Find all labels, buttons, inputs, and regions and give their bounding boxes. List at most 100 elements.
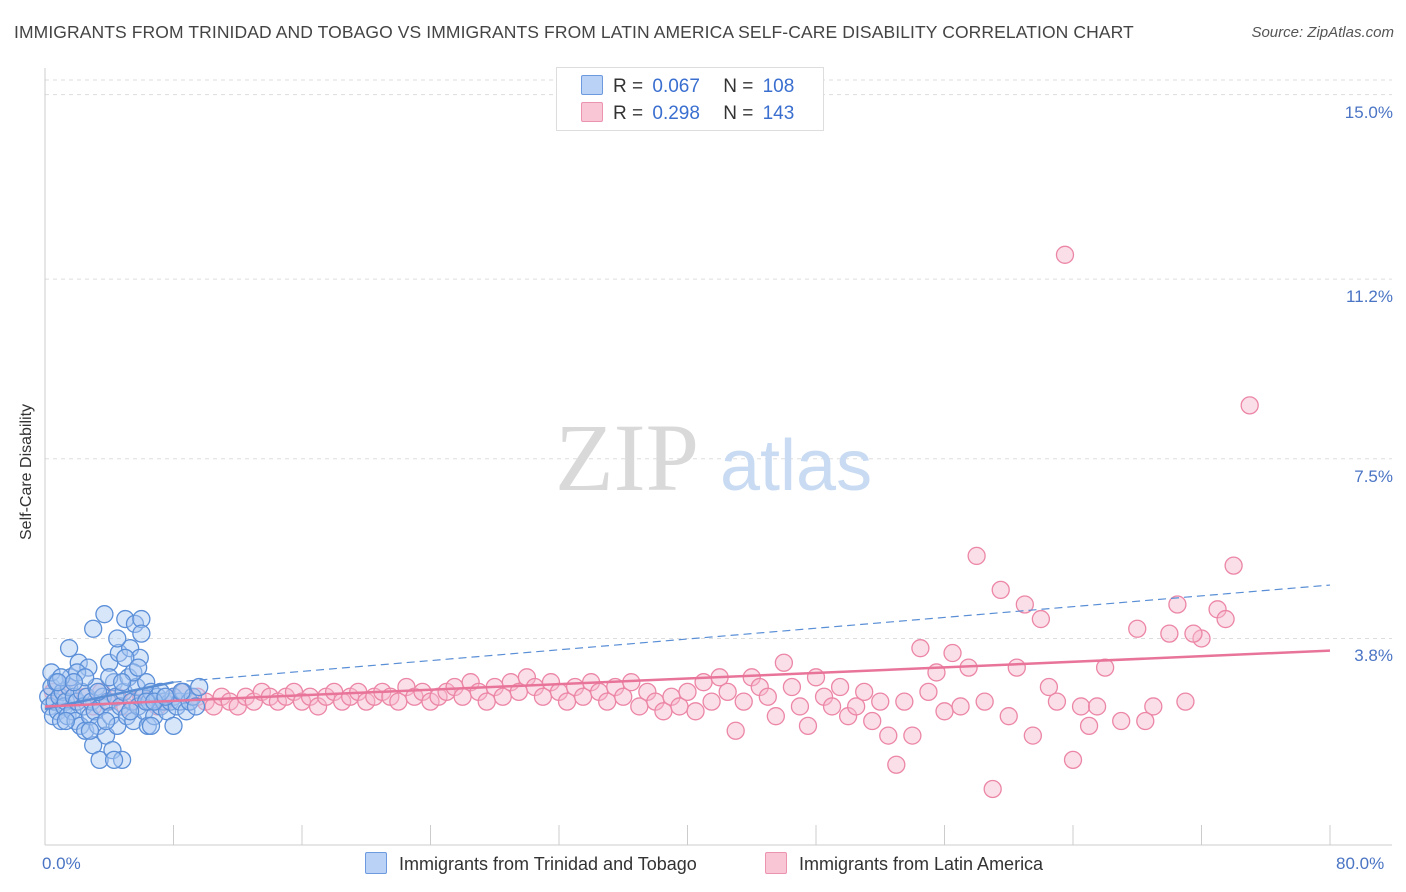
pink-point — [1112, 711, 1131, 731]
pink-point — [1039, 677, 1059, 697]
legend-pink-n-value: 143 — [762, 103, 795, 124]
chart-title: IMMIGRANTS FROM TRINIDAD AND TOBAGO VS I… — [14, 22, 1134, 42]
blue-point — [186, 697, 206, 716]
blue-point — [116, 648, 135, 668]
pink-trend-line — [44, 649, 1331, 708]
bottom-legend-pink-label: Immigrants from Latin America — [799, 854, 1044, 874]
pink-point — [758, 687, 777, 706]
bottom-legend-pink: Immigrants from Latin America — [765, 852, 1043, 875]
y-tick-label: 15.0% — [1344, 102, 1393, 122]
blue-point — [104, 750, 124, 770]
pink-point — [1007, 658, 1026, 677]
blue-point — [95, 605, 114, 624]
blue-point — [76, 668, 95, 687]
pink-point — [806, 668, 826, 687]
legend-blue-n-label: N = — [723, 76, 754, 97]
pink-point — [782, 677, 802, 697]
pink-point — [1160, 624, 1179, 643]
bottom-legend-swatch-pink — [765, 852, 787, 874]
pink-point — [1031, 609, 1051, 629]
blue-point — [141, 716, 161, 736]
pink-point — [702, 692, 721, 711]
source-label: Source: ZipAtlas.com — [1251, 24, 1394, 41]
pink-point — [1176, 692, 1195, 711]
legend-pink-r-value: 0.298 — [652, 103, 700, 124]
pink-point — [774, 653, 794, 672]
watermark-zip: ZIP — [555, 404, 699, 511]
pink-point — [1128, 619, 1147, 638]
legend-row-pink: R = 0.298 N = 143 — [581, 102, 794, 126]
blue-point — [190, 677, 209, 697]
blue-point — [90, 750, 109, 770]
blue-point — [116, 609, 135, 629]
blue-point — [120, 702, 140, 721]
blue-point — [79, 658, 98, 677]
pink-point — [694, 673, 713, 692]
pink-point — [1095, 658, 1115, 677]
pink-point — [1047, 692, 1067, 711]
pink-point — [855, 682, 874, 702]
pink-point — [798, 716, 818, 736]
pink-point — [983, 779, 1002, 799]
legend-swatch-pink — [581, 102, 603, 122]
pink-point — [895, 692, 914, 711]
pink-point — [734, 692, 753, 711]
pink-point — [919, 682, 938, 702]
pink-point — [975, 692, 994, 711]
pink-point — [991, 580, 1010, 600]
pink-point — [1063, 750, 1083, 770]
bottom-legend-blue-label: Immigrants from Trinidad and Tobago — [399, 854, 697, 874]
pink-point — [951, 697, 970, 716]
blue-trend-extension — [173, 584, 1331, 683]
pink-point — [1015, 595, 1034, 614]
y-tick-label: 7.5% — [1354, 466, 1393, 486]
pink-point — [943, 643, 962, 663]
pink-point — [830, 677, 850, 697]
pink-point — [1240, 396, 1259, 415]
pink-point — [614, 687, 633, 706]
pink-point — [999, 707, 1018, 726]
pink-point — [1184, 624, 1203, 643]
y-tick-label: 11.2% — [1346, 287, 1393, 307]
pink-point — [911, 639, 930, 658]
gridlines — [45, 79, 1392, 639]
blue-point — [132, 624, 151, 643]
legend-blue-n-value: 108 — [762, 76, 795, 97]
blue-point — [80, 721, 100, 740]
pink-point — [1168, 595, 1187, 614]
blue-point — [108, 629, 127, 648]
pink-point — [726, 721, 745, 740]
pink-point — [790, 697, 810, 716]
blue-point — [59, 639, 79, 658]
blue-point — [56, 711, 76, 731]
pink-point — [1023, 726, 1042, 745]
y-tick-label: 3.8% — [1354, 646, 1393, 666]
legend-blue-r-value: 0.067 — [652, 76, 700, 97]
blue-point — [96, 711, 116, 731]
pink-point — [686, 702, 705, 721]
legend-pink-r-label: R = — [613, 103, 644, 124]
pink-point — [967, 546, 986, 566]
x-tick-label-min: 0.0% — [42, 854, 81, 873]
pink-point — [935, 702, 954, 721]
bottom-legend-swatch-blue — [365, 852, 387, 874]
blue-point — [42, 663, 61, 682]
blue-point — [64, 673, 84, 692]
pink-point — [1055, 245, 1075, 264]
blue-point — [48, 673, 67, 692]
pink-point — [766, 707, 785, 726]
blue-point — [132, 609, 151, 629]
pink-point — [1079, 716, 1099, 736]
bottom-legend-blue: Immigrants from Trinidad and Tobago — [365, 852, 697, 875]
pink-point — [1144, 697, 1163, 716]
pink-point — [678, 682, 697, 702]
x-tick-label-max: 80.0% — [1336, 854, 1385, 873]
blue-point — [172, 682, 191, 702]
blue-point — [120, 639, 140, 658]
legend-row-blue: R = 0.067 N = 108 — [581, 75, 794, 99]
pink-point — [718, 682, 737, 702]
legend-swatch-blue — [581, 75, 603, 95]
blue-point — [129, 658, 148, 677]
legend-blue-r-label: R = — [613, 76, 644, 97]
